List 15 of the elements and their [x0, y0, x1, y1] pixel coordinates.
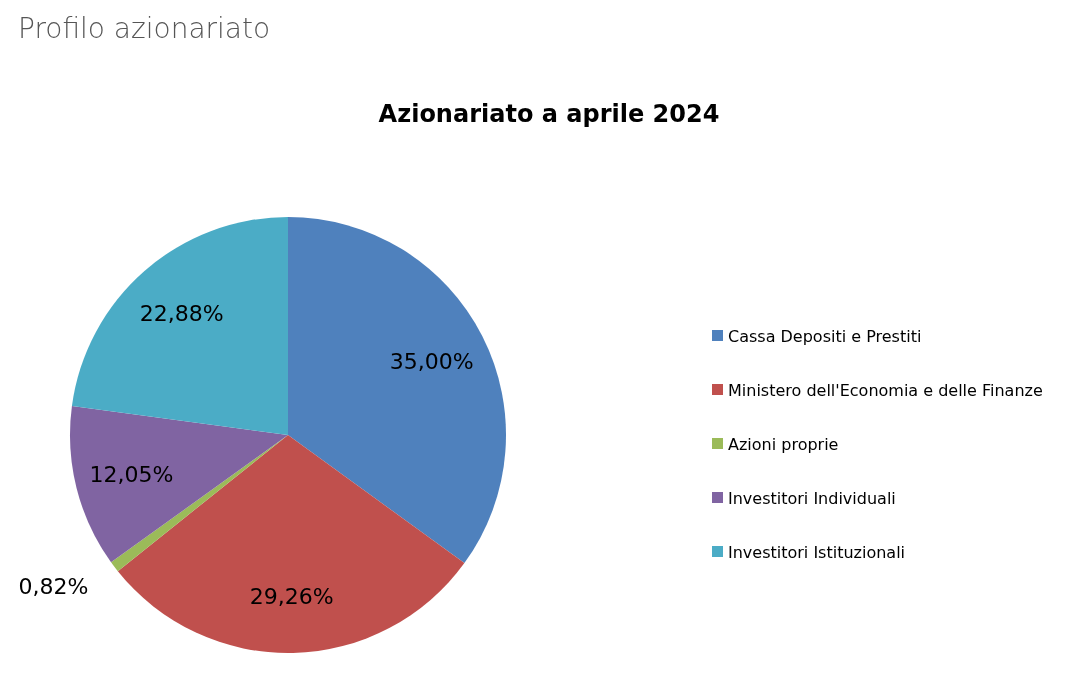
data-label: 12,05% — [89, 461, 174, 487]
legend-label: Investitori Individuali — [728, 488, 896, 508]
pie-slice — [288, 217, 506, 564]
chart-subtitle: Azionariato a aprile 2024 — [378, 100, 720, 128]
chart-title: Profilo azionariato — [18, 12, 271, 45]
data-label: 22,88% — [139, 301, 224, 327]
legend-label: Azioni proprie — [728, 434, 839, 454]
pie-slice — [70, 406, 288, 563]
data-label: 29,26% — [249, 583, 334, 609]
pie-slice — [71, 217, 288, 435]
data-label: 35,00% — [389, 349, 474, 375]
data-label: 0,82% — [18, 574, 89, 600]
legend-label: Cassa Depositi e Prestiti — [728, 326, 922, 346]
legend-label: Investitori Istituzionali — [728, 542, 906, 562]
legend-label: Ministero dell'Economia e delle Finanze — [728, 380, 1043, 400]
